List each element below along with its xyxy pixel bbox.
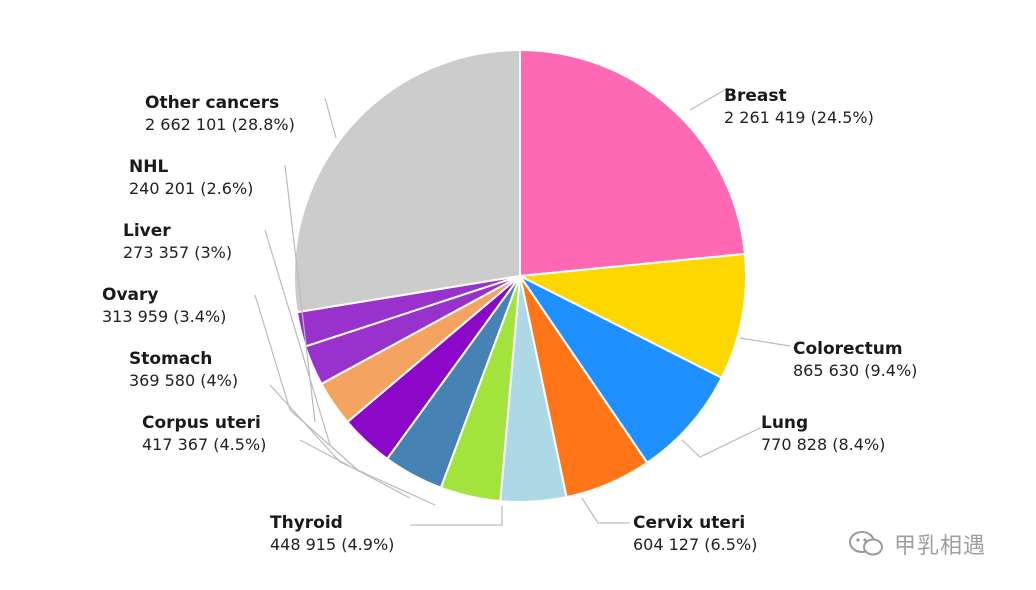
- label-name-thyroid: Thyroid: [270, 513, 343, 533]
- label-value-stomach: 369 580 (4%): [129, 371, 238, 390]
- label-name-ovary: Ovary: [102, 285, 158, 305]
- slice-labels: Breast 2 261 419 (24.5%) Colorectum 865 630…: [102, 86, 917, 554]
- leader-line-colorectum: [739, 337, 791, 347]
- label-name-colorectum: Colorectum: [793, 339, 903, 359]
- label-value-nhl: 240 201 (2.6%): [129, 179, 253, 198]
- watermark: 甲乳相遇: [848, 524, 986, 564]
- label-name-liver: Liver: [123, 221, 171, 241]
- leader-line-other-cancers: [324, 97, 337, 139]
- label-name-corpus-uteri: Corpus uteri: [142, 413, 261, 433]
- slice-breast: [519, 48, 747, 278]
- leader-line-thyroid: [410, 506, 503, 526]
- watermark-text: 甲乳相遇: [894, 534, 987, 559]
- label-name-lung: Lung: [761, 413, 808, 433]
- leader-line-cervix-uteri: [581, 497, 630, 524]
- label-value-lung: 770 828 (8.4%): [761, 435, 885, 454]
- label-value-colorectum: 865 630 (9.4%): [793, 361, 917, 380]
- leader-line-lung: [681, 427, 761, 458]
- leader-lines: [254, 87, 791, 526]
- label-value-other-cancers: 2 662 101 (28.8%): [145, 115, 295, 134]
- label-name-other-cancers: Other cancers: [145, 93, 279, 113]
- leader-line-stomach: [269, 384, 436, 506]
- label-name-breast: Breast: [724, 86, 787, 106]
- leader-line-breast: [689, 87, 729, 111]
- label-name-cervix-uteri: Cervix uteri: [633, 513, 745, 533]
- label-value-cervix-uteri: 604 127 (6.5%): [633, 535, 757, 554]
- wechat-icon: [849, 531, 883, 556]
- label-value-liver: 273 357 (3%): [123, 243, 232, 262]
- leader-line-liver: [264, 229, 331, 446]
- leader-line-nhl: [284, 164, 316, 423]
- label-value-ovary: 313 959 (3.4%): [102, 307, 226, 326]
- slice-other-cancers: [293, 48, 521, 314]
- pie-slices: [293, 48, 747, 503]
- label-value-thyroid: 448 915 (4.9%): [270, 535, 394, 554]
- label-name-stomach: Stomach: [129, 349, 212, 369]
- leader-line-ovary: [254, 294, 361, 473]
- slice-lung: [519, 275, 724, 465]
- label-name-nhl: NHL: [129, 157, 168, 177]
- label-value-breast: 2 261 419 (24.5%): [724, 108, 874, 127]
- slice-colorectum: [516, 252, 747, 380]
- label-value-corpus-uteri: 417 367 (4.5%): [142, 435, 266, 454]
